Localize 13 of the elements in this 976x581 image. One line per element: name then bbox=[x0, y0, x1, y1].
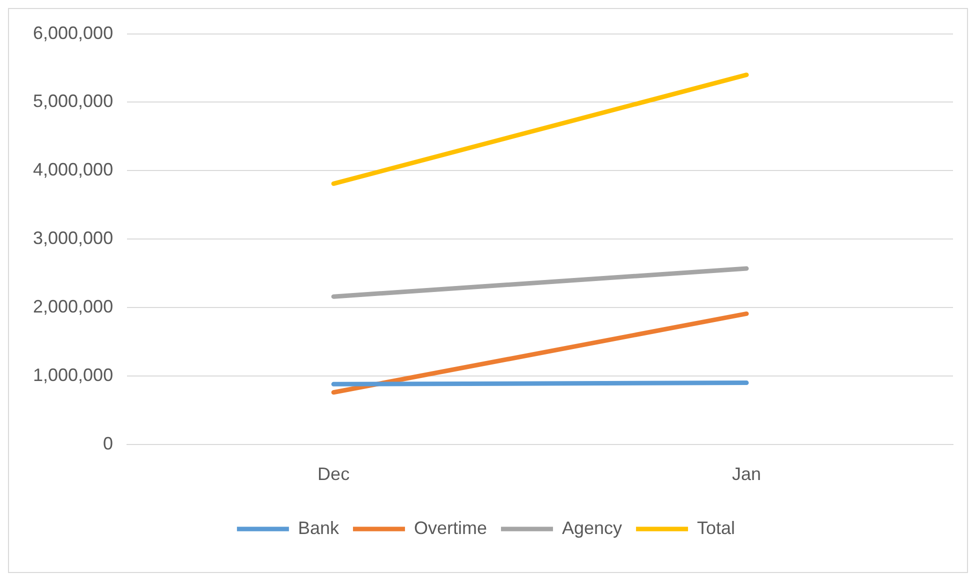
x-tick-label: Dec bbox=[318, 464, 350, 484]
y-tick-label: 0 bbox=[103, 433, 114, 454]
legend-label: Bank bbox=[298, 518, 340, 538]
y-tick-label: 5,000,000 bbox=[33, 91, 114, 112]
x-tick-label: Jan bbox=[732, 464, 762, 484]
legend-label: Total bbox=[697, 518, 736, 538]
y-tick-label: 3,000,000 bbox=[33, 228, 114, 248]
legend-label: Overtime bbox=[414, 518, 487, 538]
y-tick-label: 4,000,000 bbox=[33, 160, 114, 180]
y-tick-label: 1,000,000 bbox=[33, 364, 114, 385]
y-tick-label: 6,000,000 bbox=[33, 22, 114, 43]
legend-label: Agency bbox=[562, 518, 622, 538]
y-tick-label: 2,000,000 bbox=[33, 296, 114, 316]
